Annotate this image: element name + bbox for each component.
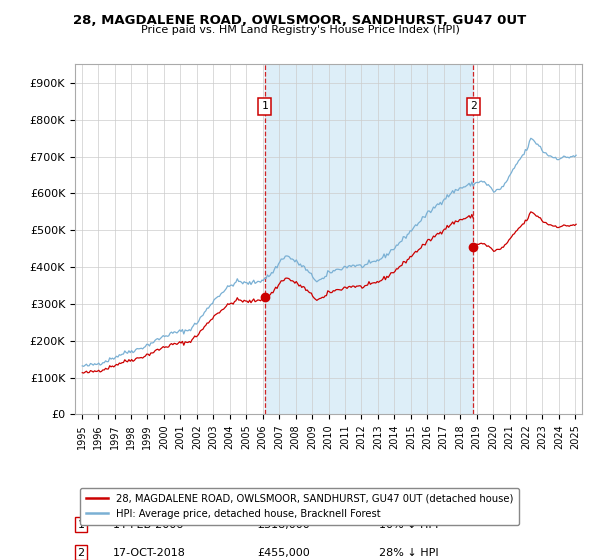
Text: 2: 2 — [77, 548, 85, 558]
Bar — [265, 64, 473, 414]
Text: 1: 1 — [261, 101, 268, 111]
Text: 1: 1 — [77, 520, 85, 530]
Text: 28% ↓ HPI: 28% ↓ HPI — [379, 548, 439, 558]
Text: 17-OCT-2018: 17-OCT-2018 — [113, 548, 186, 558]
Text: Price paid vs. HM Land Registry's House Price Index (HPI): Price paid vs. HM Land Registry's House … — [140, 25, 460, 35]
Text: 2: 2 — [470, 101, 477, 111]
Text: 10% ↓ HPI: 10% ↓ HPI — [379, 520, 439, 530]
Text: £318,000: £318,000 — [257, 520, 310, 530]
Text: £455,000: £455,000 — [257, 548, 310, 558]
Text: 14-FEB-2006: 14-FEB-2006 — [113, 520, 184, 530]
Legend: 28, MAGDALENE ROAD, OWLSMOOR, SANDHURST, GU47 0UT (detached house), HPI: Average: 28, MAGDALENE ROAD, OWLSMOOR, SANDHURST,… — [80, 488, 520, 525]
Text: 28, MAGDALENE ROAD, OWLSMOOR, SANDHURST, GU47 0UT: 28, MAGDALENE ROAD, OWLSMOOR, SANDHURST,… — [73, 14, 527, 27]
